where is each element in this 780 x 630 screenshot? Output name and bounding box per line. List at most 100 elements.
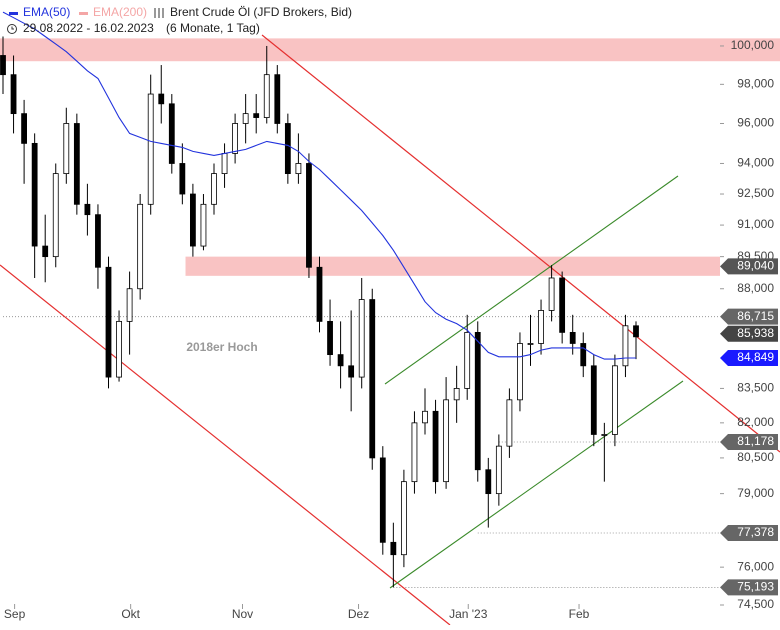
y-tick-label: 94,000 xyxy=(737,156,774,170)
zones xyxy=(0,38,780,588)
x-tick-label: Sep xyxy=(4,607,26,621)
price-label: 84,849 xyxy=(737,350,774,364)
candle-body xyxy=(42,245,49,258)
candle-body xyxy=(306,163,312,268)
candle-body xyxy=(538,310,544,344)
y-tick-label: 91,000 xyxy=(737,217,774,231)
candle-body xyxy=(316,266,323,322)
candle-body xyxy=(116,320,122,378)
resistance-zone xyxy=(0,38,780,62)
candle-body xyxy=(189,193,196,247)
candle-body xyxy=(63,123,70,175)
ema-line xyxy=(2,11,636,360)
legend-entry: EMA(200) xyxy=(93,5,147,19)
price-badge xyxy=(720,579,778,596)
y-tick-label: 80,500 xyxy=(737,450,774,464)
y-tick-label: 83,500 xyxy=(737,381,774,395)
y-tick-label: 88,000 xyxy=(737,281,774,295)
resistance-zone xyxy=(185,256,720,276)
instrument: Brent Crude Öl (JFD Brokers, Bid) xyxy=(170,5,352,19)
candle-body xyxy=(633,325,639,338)
candle-body xyxy=(400,481,407,556)
candle-body xyxy=(548,277,555,311)
legend-entry: EMA(50) xyxy=(23,5,70,19)
candle-body xyxy=(622,325,629,367)
y-tick-label: 74,500 xyxy=(737,597,774,611)
candle-body xyxy=(443,399,450,483)
candle-body xyxy=(211,173,217,205)
candles xyxy=(0,11,639,588)
trend-line xyxy=(261,34,780,453)
candle-body xyxy=(453,388,460,401)
candle-body xyxy=(253,113,260,118)
y-tick-label: 98,000 xyxy=(737,77,774,91)
candle-body xyxy=(0,55,6,76)
candle-body xyxy=(284,123,291,175)
price-label: 86,715 xyxy=(737,309,774,323)
candle-body xyxy=(517,343,523,401)
candle-body xyxy=(411,422,418,483)
candle-body xyxy=(105,266,112,378)
candle-body xyxy=(527,343,534,345)
candle-body xyxy=(52,173,59,258)
x-tick-label: Jan '23 xyxy=(449,607,488,621)
price-label: 89,040 xyxy=(737,259,774,273)
candle-body xyxy=(31,142,38,247)
annotation: 2018er Hoch xyxy=(186,340,257,354)
candle-body xyxy=(274,74,281,124)
price-label: 77,378 xyxy=(737,525,774,539)
price-badge xyxy=(720,308,778,325)
x-tick-label: Okt xyxy=(121,607,140,621)
trend-line xyxy=(0,264,451,626)
axes: 100,000 98,000 96,000 94,000 92,500 91,000 89,… xyxy=(4,38,778,621)
candle-body xyxy=(95,214,101,268)
price-label: 85,938 xyxy=(737,326,774,340)
candle-body xyxy=(379,457,386,543)
candle-body xyxy=(221,153,228,175)
candle-body xyxy=(358,299,365,378)
candle-body xyxy=(495,445,502,495)
candle-body xyxy=(200,203,207,247)
price-label: 81,178 xyxy=(737,434,774,448)
candle-body xyxy=(569,331,576,344)
channel-line xyxy=(389,380,684,589)
candle-body xyxy=(506,399,513,447)
y-tick-label: 79,000 xyxy=(737,486,774,500)
candle-body xyxy=(137,203,144,290)
channel-line xyxy=(384,175,679,385)
candle-body xyxy=(474,331,481,471)
price-badge xyxy=(720,433,778,450)
candle-body xyxy=(10,74,17,115)
y-tick-label: 76,000 xyxy=(737,559,774,573)
candle-body xyxy=(147,93,154,205)
price-badge xyxy=(720,525,778,542)
candle-body xyxy=(559,277,566,333)
x-tick-label: Feb xyxy=(569,607,590,621)
x-tick-label: Dez xyxy=(348,607,369,621)
candle-body xyxy=(432,410,439,483)
candle-body xyxy=(348,365,355,378)
candle-body xyxy=(126,288,133,322)
y-tick-label: 100,000 xyxy=(731,38,775,52)
price-badge xyxy=(720,325,778,342)
candle-body xyxy=(179,163,186,195)
candle-body xyxy=(73,123,80,205)
candle-body xyxy=(168,103,175,164)
candle-body xyxy=(84,203,91,216)
candle-icon xyxy=(154,8,164,18)
candle-body xyxy=(464,331,471,389)
period: (6 Monate, 1 Tag) xyxy=(166,21,260,35)
candle-body xyxy=(263,74,270,118)
clock-icon xyxy=(11,26,14,30)
candle-body xyxy=(242,113,249,124)
clock-icon xyxy=(7,24,17,34)
price-label: 75,193 xyxy=(737,580,774,594)
candle-body xyxy=(422,410,428,424)
candle-body xyxy=(327,320,333,356)
candle-body xyxy=(580,343,587,367)
legend-swatch xyxy=(79,12,88,15)
candle-body xyxy=(390,541,397,556)
candle-body xyxy=(612,365,618,435)
candle-body xyxy=(21,113,28,144)
